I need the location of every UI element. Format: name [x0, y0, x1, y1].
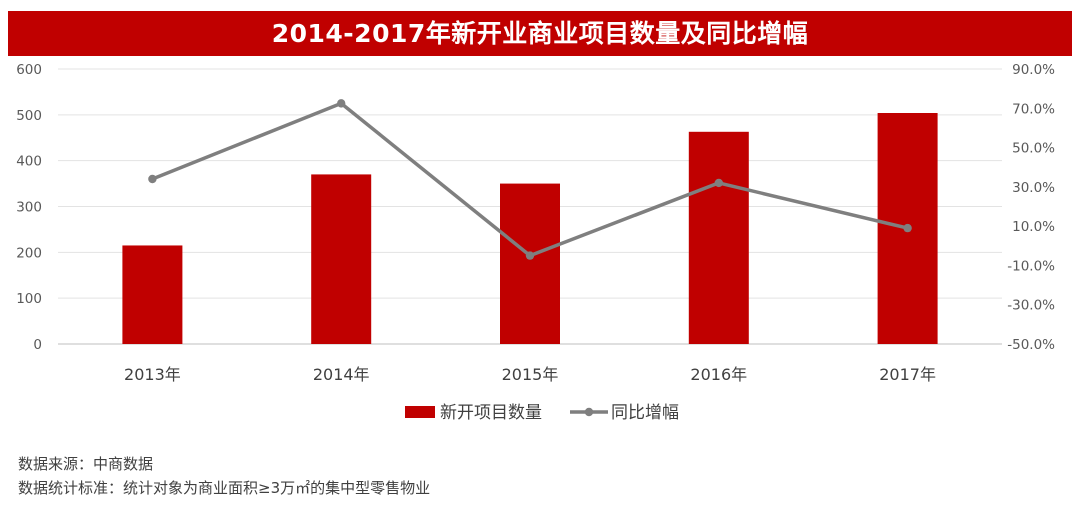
bar	[122, 245, 183, 344]
right-tick-label: 70.0%	[1012, 101, 1055, 117]
left-tick-label: 400	[16, 154, 42, 170]
line-series	[148, 99, 912, 260]
right-axis-ticks: -50.0% -30.0% -10.0% 10.0% 30.0% 50.0% 70.0% 90…	[1007, 62, 1055, 353]
x-tick-label: 2015年	[502, 365, 559, 384]
right-tick-label: -50.0%	[1007, 337, 1055, 353]
x-axis-ticks: 2013年 2014年 2015年 2016年 2017年	[124, 365, 936, 384]
series-point	[525, 251, 535, 260]
legend: 新开项目数量 同比增幅	[405, 403, 679, 423]
right-tick-label: 30.0%	[1012, 180, 1055, 196]
left-tick-label: 600	[16, 62, 42, 78]
source-note: 数据来源：中商数据	[18, 455, 154, 473]
left-tick-label: 100	[16, 291, 42, 307]
bar	[311, 174, 372, 344]
series-point	[337, 99, 346, 108]
left-tick-label: 0	[33, 337, 42, 353]
left-axis-ticks: 0 100 200 300 400 500 600	[16, 62, 42, 353]
legend-bar-swatch	[405, 406, 435, 418]
legend-bar-label: 新开项目数量	[440, 403, 542, 423]
chart-notes: 数据来源：中商数据 数据统计标准：统计对象为商业面积≥3万㎡的集中型零售物业	[18, 452, 430, 500]
bar-series	[122, 113, 938, 344]
bar	[500, 183, 560, 344]
chart-title: 2014-2017年新开业商业项目数量及同比增幅	[8, 11, 1072, 56]
legend-line-marker	[584, 407, 594, 417]
x-tick-label: 2014年	[313, 365, 370, 384]
x-tick-label: 2013年	[124, 365, 181, 384]
right-tick-label: 90.0%	[1012, 62, 1055, 78]
right-tick-label: -10.0%	[1007, 258, 1055, 274]
series-point	[903, 223, 912, 233]
right-tick-label: 50.0%	[1012, 141, 1055, 157]
left-tick-label: 200	[16, 245, 42, 261]
left-tick-label: 500	[16, 108, 42, 124]
series-point	[148, 174, 157, 184]
criteria-note: 数据统计标准：统计对象为商业面积≥3万㎡的集中型零售物业	[18, 479, 431, 497]
legend-line-label: 同比增幅	[611, 403, 679, 423]
series-point	[714, 178, 723, 188]
x-tick-label: 2016年	[690, 365, 747, 384]
left-tick-label: 300	[16, 200, 42, 216]
right-tick-label: -30.0%	[1007, 298, 1055, 314]
right-tick-label: 10.0%	[1012, 219, 1055, 235]
x-tick-label: 2017年	[879, 365, 936, 384]
bar	[688, 131, 749, 344]
